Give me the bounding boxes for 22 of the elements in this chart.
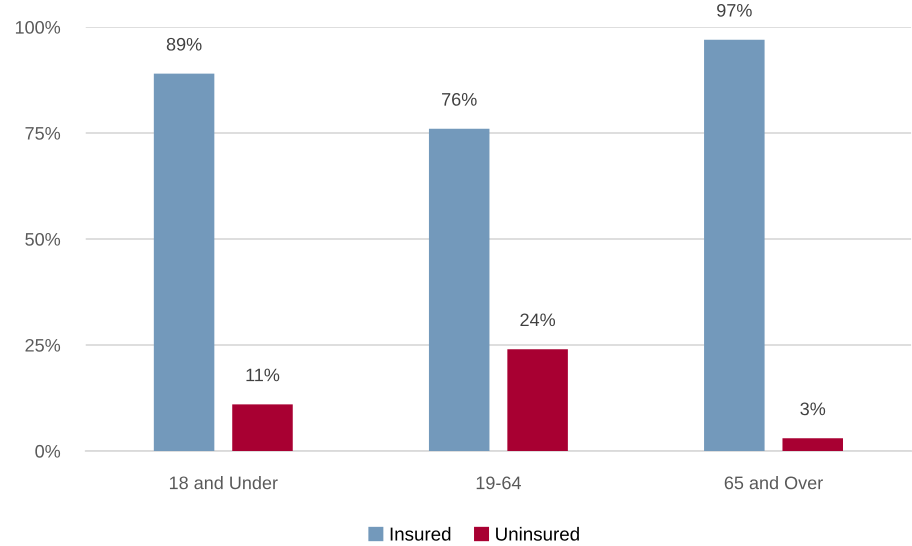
bar xyxy=(232,404,293,451)
y-tick-label: 50% xyxy=(25,232,60,246)
y-tick-label: 75% xyxy=(26,127,60,140)
data-label: 11% xyxy=(246,368,280,382)
data-label: 97% xyxy=(717,4,752,17)
y-tick-label: 25% xyxy=(26,338,60,352)
data-label: 76% xyxy=(442,92,477,106)
bar xyxy=(428,128,490,451)
bar xyxy=(507,349,568,451)
x-tick-label: 19-64 xyxy=(476,476,521,490)
data-label: 3% xyxy=(800,402,826,416)
bar xyxy=(782,438,843,451)
x-tick-label: 18 and Under xyxy=(170,476,278,490)
y-tick-label: 0% xyxy=(35,444,60,458)
x-tick-label: 65 and Over xyxy=(724,476,823,490)
bar xyxy=(154,74,214,451)
data-label: 89% xyxy=(166,38,202,51)
bar xyxy=(704,40,765,451)
legend-label: Uninsured xyxy=(496,526,579,541)
y-tick-label: 100% xyxy=(16,20,60,34)
legend-label: Insured xyxy=(390,526,450,541)
data-label: 24% xyxy=(520,313,556,326)
